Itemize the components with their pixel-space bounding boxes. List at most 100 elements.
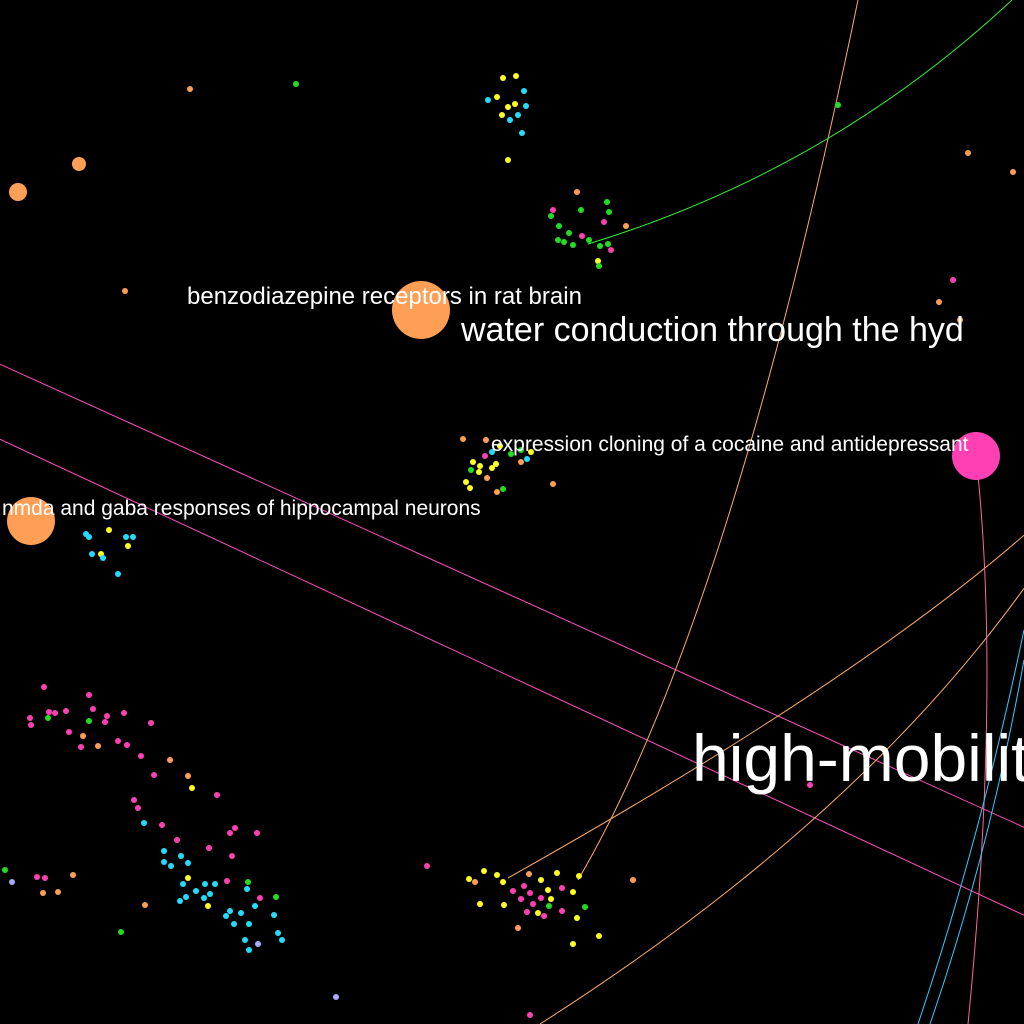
graph-node[interactable] [206,845,212,851]
graph-node[interactable] [477,901,483,907]
graph-node[interactable] [489,449,495,455]
graph-node[interactable] [293,81,299,87]
graph-node[interactable] [70,872,76,878]
graph-node[interactable] [608,247,614,253]
graph-node[interactable] [550,207,556,213]
graph-node-hub[interactable] [7,497,55,545]
graph-node[interactable] [42,875,48,881]
graph-node[interactable] [424,863,430,869]
graph-node[interactable] [510,888,516,894]
graph-node[interactable] [9,879,15,885]
graph-node[interactable] [45,715,51,721]
graph-node[interactable] [193,888,199,894]
graph-node[interactable] [835,102,841,108]
graph-node[interactable] [187,86,193,92]
graph-node[interactable] [124,742,130,748]
graph-node[interactable] [115,738,121,744]
graph-node[interactable] [548,896,554,902]
graph-node[interactable] [501,902,507,908]
graph-node[interactable] [106,527,112,533]
graph-node[interactable] [185,773,191,779]
graph-node[interactable] [512,101,518,107]
graph-node[interactable] [255,941,261,947]
graph-node[interactable] [518,896,524,902]
graph-node[interactable] [606,209,612,215]
graph-node[interactable] [275,930,281,936]
graph-node[interactable] [515,925,521,931]
graph-node[interactable] [148,720,154,726]
graph-node[interactable] [604,199,610,205]
graph-node[interactable] [80,733,86,739]
graph-node[interactable] [273,894,279,900]
graph-node[interactable] [507,117,513,123]
graph-node[interactable] [40,890,46,896]
graph-node[interactable] [566,230,572,236]
graph-node-hub[interactable] [952,432,1000,480]
graph-node[interactable] [245,879,251,885]
graph-node[interactable] [167,757,173,763]
graph-node[interactable] [570,889,576,895]
graph-node[interactable] [27,715,33,721]
graph-node[interactable] [500,486,506,492]
graph-node[interactable] [125,543,131,549]
graph-node[interactable] [494,94,500,100]
graph-node[interactable] [161,848,167,854]
graph-node[interactable] [246,947,252,953]
graph-node[interactable] [493,461,499,467]
graph-node[interactable] [623,223,629,229]
graph-node[interactable] [118,929,124,935]
graph-node[interactable] [257,895,263,901]
graph-node[interactable] [151,772,157,778]
graph-node[interactable] [500,879,506,885]
graph-node-hub[interactable] [392,281,450,339]
graph-node[interactable] [555,237,561,243]
graph-node[interactable] [513,73,519,79]
graph-node[interactable] [601,219,607,225]
graph-node[interactable] [202,881,208,887]
graph-node[interactable] [244,886,250,892]
graph-node[interactable] [521,883,527,889]
graph-node[interactable] [524,456,530,462]
graph-node[interactable] [66,729,72,735]
graph-node[interactable] [138,753,144,759]
graph-node[interactable] [574,189,580,195]
graph-node[interactable] [183,894,189,900]
graph-node[interactable] [936,299,942,305]
graph-node[interactable] [122,288,128,294]
graph-node[interactable] [586,237,592,243]
graph-node[interactable] [515,112,521,118]
graph-node[interactable] [965,150,971,156]
graph-node[interactable] [538,895,544,901]
graph-node[interactable] [957,317,963,323]
graph-node[interactable] [238,910,244,916]
graph-node[interactable] [223,913,229,919]
graph-node[interactable] [538,877,544,883]
graph-node[interactable] [123,534,129,540]
graph-node[interactable] [141,820,147,826]
graph-node[interactable] [605,241,611,247]
graph-node[interactable] [174,837,180,843]
graph-node[interactable] [90,706,96,712]
graph-node[interactable] [476,469,482,475]
graph-node[interactable] [1010,169,1016,175]
graph-node[interactable] [596,933,602,939]
graph-node-hub[interactable] [9,183,27,201]
graph-node[interactable] [271,912,277,918]
graph-node[interactable] [229,853,235,859]
graph-node[interactable] [214,792,220,798]
graph-node[interactable] [460,436,466,442]
graph-node[interactable] [489,465,495,471]
graph-node[interactable] [518,447,524,453]
graph-node[interactable] [524,909,530,915]
graph-node[interactable] [505,157,511,163]
graph-node[interactable] [950,277,956,283]
graph-node[interactable] [541,913,547,919]
graph-node[interactable] [807,782,813,788]
graph-node[interactable] [227,830,233,836]
graph-node[interactable] [89,551,95,557]
graph-node[interactable] [207,891,213,897]
graph-node[interactable] [482,453,488,459]
graph-node[interactable] [102,719,108,725]
graph-node[interactable] [630,877,636,883]
graph-node[interactable] [159,822,165,828]
